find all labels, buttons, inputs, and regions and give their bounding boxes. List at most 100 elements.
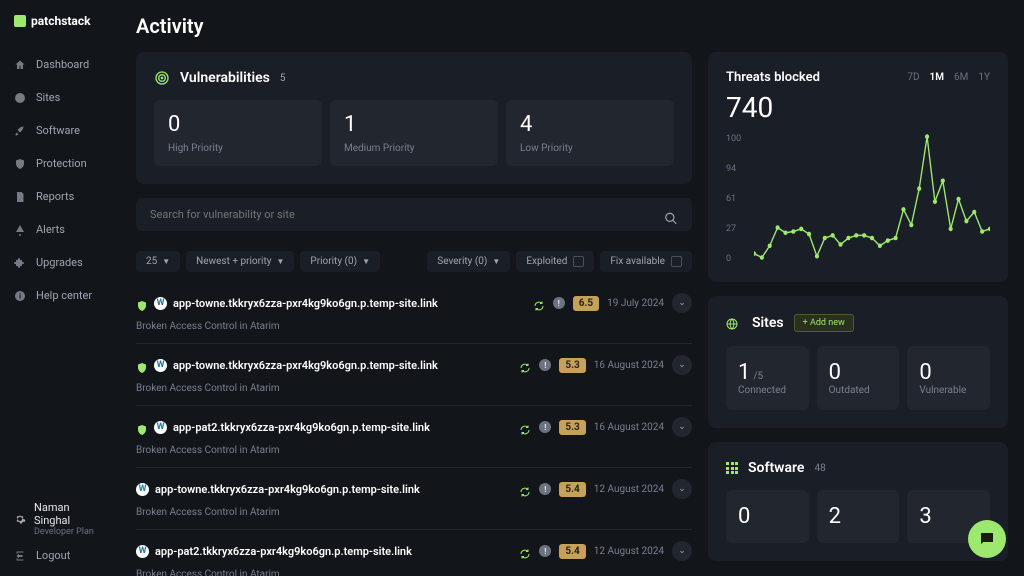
wordpress-icon: W xyxy=(154,359,167,372)
software-stat-card: 2 xyxy=(817,490,900,543)
rocket-icon xyxy=(14,125,26,137)
stat-card: 4Low Priority xyxy=(506,100,674,166)
search-icon[interactable] xyxy=(664,210,678,229)
cvss-score: 5.4 xyxy=(559,482,585,497)
warning-icon: ! xyxy=(539,359,551,371)
sidebar-item-sites[interactable]: Sites xyxy=(0,81,120,114)
sort-select[interactable]: Newest + priority▼ xyxy=(186,251,294,272)
user-block[interactable]: Naman Singhal Developer Plan xyxy=(14,501,106,537)
severity-filter[interactable]: Severity (0)▼ xyxy=(427,251,510,272)
filter-bar: 25▼ Newest + priority▼ Priority (0)▼ Sev… xyxy=(136,251,692,272)
refresh-icon[interactable] xyxy=(519,359,531,371)
sidebar-item-help-center[interactable]: iHelp center xyxy=(0,279,120,312)
software-count: 48 xyxy=(814,463,825,474)
item-menu-button[interactable]: ⌄ xyxy=(672,417,692,437)
refresh-icon[interactable] xyxy=(519,483,531,495)
shield-icon xyxy=(14,158,26,170)
cvss-score: 5.3 xyxy=(559,358,585,373)
item-menu-button[interactable]: ⌄ xyxy=(672,355,692,375)
refresh-icon[interactable] xyxy=(519,421,531,433)
sidebar-item-reports[interactable]: Reports xyxy=(0,180,120,213)
main-content: Activity Vulnerabilities 5 0High Priorit… xyxy=(120,0,1024,576)
vuln-site: app-pat2.tkkryx6zza-pxr4kg9ko6gn.p.temp-… xyxy=(173,421,513,434)
sidebar-item-upgrades[interactable]: Upgrades xyxy=(0,246,120,279)
vuln-item[interactable]: Wapp-towne.tkkryx6zza-pxr4kg9ko6gn.p.tem… xyxy=(136,282,692,344)
sidebar: patchstack DashboardSitesSoftwareProtect… xyxy=(0,0,120,576)
range-1Y[interactable]: 1Y xyxy=(978,72,990,83)
vuln-item[interactable]: Wapp-towne.tkkryx6zza-pxr4kg9ko6gn.p.tem… xyxy=(136,468,692,530)
wordpress-icon: W xyxy=(136,545,149,558)
site-stat-card: 0Vulnerable xyxy=(907,346,990,410)
brand-logo[interactable]: patchstack xyxy=(0,14,120,48)
stat-card: 0High Priority xyxy=(154,100,322,166)
search-input[interactable] xyxy=(136,198,692,231)
vuln-item[interactable]: Wapp-towne.tkkryx6zza-pxr4kg9ko6gn.p.tem… xyxy=(136,344,692,406)
warning-icon: ! xyxy=(539,421,551,433)
vuln-desc: Broken Access Control in Atarim xyxy=(136,383,692,394)
shield-icon xyxy=(136,297,148,309)
sidebar-item-software[interactable]: Software xyxy=(0,114,120,147)
grid-icon xyxy=(726,462,738,474)
brand-text: patchstack xyxy=(31,14,91,28)
sidebar-item-protection[interactable]: Protection xyxy=(0,147,120,180)
range-1M[interactable]: 1M xyxy=(930,72,944,83)
vuln-item[interactable]: Wapp-pat2.tkkryx6zza-pxr4kg9ko6gn.p.temp… xyxy=(136,406,692,468)
item-menu-button[interactable]: ⌄ xyxy=(672,479,692,499)
sites-panel: Sites + Add new 1/5Connected0Outdated0Vu… xyxy=(708,296,1008,428)
vuln-desc: Broken Access Control in Atarim xyxy=(136,569,692,576)
shield-icon xyxy=(136,359,148,371)
puzzle-icon xyxy=(14,257,26,269)
range-7D[interactable]: 7D xyxy=(907,72,919,83)
globe-icon xyxy=(14,92,26,104)
warning-icon: ! xyxy=(553,297,565,309)
vuln-date: 12 August 2024 xyxy=(594,546,664,557)
sidebar-item-alerts[interactable]: Alerts xyxy=(0,213,120,246)
target-icon xyxy=(154,70,170,86)
home-icon xyxy=(14,59,26,71)
vuln-item[interactable]: Wapp-pat2.tkkryx6zza-pxr4kg9ko6gn.p.temp… xyxy=(136,530,692,576)
user-name: Naman Singhal xyxy=(34,501,106,527)
wordpress-icon: W xyxy=(136,483,149,496)
globe-icon xyxy=(726,315,742,331)
stat-card: 1Medium Priority xyxy=(330,100,498,166)
page-size-select[interactable]: 25▼ xyxy=(136,251,180,272)
fix-toggle[interactable]: Fix available xyxy=(600,251,692,272)
vuln-date: 16 August 2024 xyxy=(594,422,664,433)
range-6M[interactable]: 6M xyxy=(954,72,968,83)
threats-panel: Threats blocked 7D1M6M1Y 740 1009461270 xyxy=(708,52,1008,282)
refresh-icon[interactable] xyxy=(519,545,531,557)
range-selector: 7D 1M 6M 1Y xyxy=(907,72,990,83)
info-icon: i xyxy=(14,290,26,302)
doc-icon xyxy=(14,191,26,203)
logo-icon xyxy=(14,15,26,27)
vuln-site: app-pat2.tkkryx6zza-pxr4kg9ko6gn.p.temp-… xyxy=(155,545,513,558)
vuln-site: app-towne.tkkryx6zza-pxr4kg9ko6gn.p.temp… xyxy=(173,297,527,310)
vuln-date: 12 August 2024 xyxy=(594,484,664,495)
vuln-date: 16 August 2024 xyxy=(594,360,664,371)
priority-filter[interactable]: Priority (0)▼ xyxy=(300,251,380,272)
logout-icon xyxy=(14,550,26,562)
vuln-desc: Broken Access Control in Atarim xyxy=(136,507,692,518)
logout-button[interactable]: Logout xyxy=(14,549,106,562)
site-stat-card: 0Outdated xyxy=(817,346,900,410)
item-menu-button[interactable]: ⌄ xyxy=(672,541,692,561)
cvss-score: 5.3 xyxy=(559,420,585,435)
threats-total: 740 xyxy=(726,91,990,124)
software-panel: Software 48 023 xyxy=(708,442,1008,561)
bell-icon xyxy=(14,224,26,236)
chat-fab[interactable] xyxy=(968,520,1006,558)
warning-icon: ! xyxy=(539,483,551,495)
search-wrap xyxy=(136,198,692,241)
software-title: Software xyxy=(748,460,804,476)
gear-icon xyxy=(14,513,26,525)
sites-title: Sites xyxy=(752,315,784,331)
exploited-toggle[interactable]: Exploited xyxy=(516,251,594,272)
site-stat-card: 1/5Connected xyxy=(726,346,809,410)
vuln-panel: Vulnerabilities 5 0High Priority1Medium … xyxy=(136,52,692,184)
item-menu-button[interactable]: ⌄ xyxy=(672,293,692,313)
add-site-button[interactable]: + Add new xyxy=(794,314,854,332)
sidebar-item-dashboard[interactable]: Dashboard xyxy=(0,48,120,81)
logout-label: Logout xyxy=(36,549,70,562)
vuln-title: Vulnerabilities xyxy=(180,70,270,86)
refresh-icon[interactable] xyxy=(533,297,545,309)
